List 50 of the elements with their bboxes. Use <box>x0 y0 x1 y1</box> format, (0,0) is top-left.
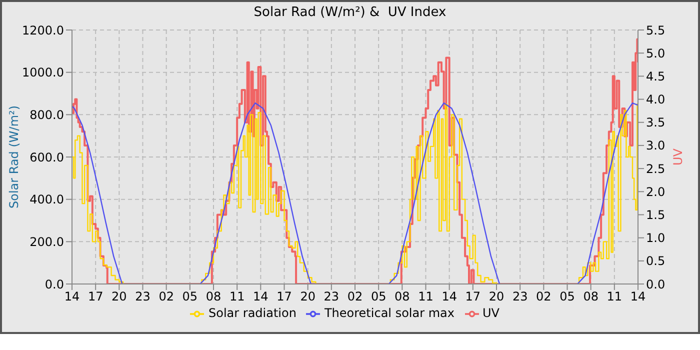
x-tick-label: 17 <box>88 290 104 304</box>
y-axis-title: Solar Rad (W/m²) <box>7 105 21 209</box>
x-tick-label: 11 <box>418 290 434 304</box>
x-tick-label: 17 <box>276 290 292 304</box>
x-tick-label: 11 <box>229 290 245 304</box>
y2-tick-label: 0.0 <box>646 277 666 292</box>
x-tick-label: 14 <box>64 290 80 304</box>
y-tick-label: 200.0 <box>30 234 64 249</box>
x-tick-label: 20 <box>112 290 127 304</box>
y2-tick-label: 2.5 <box>646 162 666 176</box>
y-tick-label: 400.0 <box>30 192 64 207</box>
y-tick-label: 600.0 <box>30 150 64 164</box>
x-tick-label: 08 <box>583 290 598 304</box>
x-tick-label: 23 <box>324 290 340 304</box>
x-tick-label: 17 <box>465 290 481 304</box>
y2-axis-title: UV <box>671 148 685 166</box>
legend-label: UV <box>482 306 500 320</box>
y-tick-label: 800.0 <box>30 108 64 122</box>
x-tick-label: 20 <box>488 290 504 304</box>
legend-label: Theoretical solar max <box>324 306 454 320</box>
y2-tick-label: 2.0 <box>646 184 666 199</box>
y2-tick-label: 3.5 <box>646 116 666 130</box>
x-tick-label: 05 <box>560 290 575 304</box>
x-tick-label: 23 <box>135 290 150 304</box>
y2-tick-label: 4.0 <box>646 92 666 107</box>
x-tick-label: 20 <box>300 290 316 304</box>
x-tick-label: 14 <box>630 290 646 304</box>
x-tick-label: 08 <box>206 290 222 304</box>
chart-title: Solar Rad (W/m²) & UV Index <box>252 4 448 22</box>
x-tick-label: 02 <box>347 290 363 304</box>
y2-tick-label: 5.0 <box>646 46 666 60</box>
x-tick-label: 11 <box>606 290 622 304</box>
y-tick-label: 1200.0 <box>22 23 64 38</box>
y2-tick-label: 0.5 <box>646 254 666 268</box>
legend-label: Solar radiation <box>208 306 296 320</box>
y2-tick-label: 3.0 <box>646 138 666 153</box>
x-tick-label: 02 <box>536 290 552 304</box>
x-tick-label: 05 <box>182 290 198 304</box>
y2-tick-label: 1.0 <box>646 231 666 246</box>
x-tick-label: 23 <box>512 290 528 304</box>
x-tick-label: 05 <box>370 290 386 304</box>
y2-tick-label: 5.5 <box>646 23 666 38</box>
y-tick-label: 1000.0 <box>22 66 64 80</box>
x-tick-label: 02 <box>158 290 174 304</box>
y2-tick-label: 1.5 <box>646 208 666 222</box>
x-tick-label: 14 <box>442 290 457 304</box>
y-tick-label: 0.0 <box>44 277 64 292</box>
x-tick-label: 08 <box>394 290 410 304</box>
y2-tick-label: 4.5 <box>646 69 666 84</box>
x-tick-label: 14 <box>253 290 268 304</box>
